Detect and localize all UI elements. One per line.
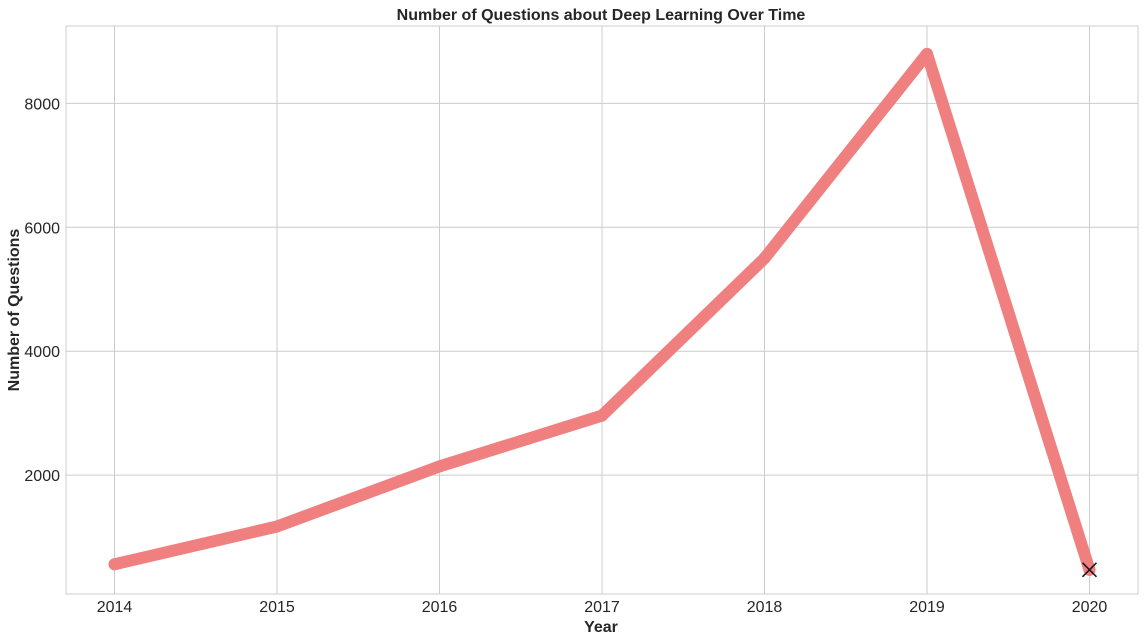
x-marker-stroke xyxy=(1081,562,1098,578)
y-tick-label: 8000 xyxy=(24,96,60,113)
data-point xyxy=(758,252,771,265)
chart-title: Number of Questions about Deep Learning … xyxy=(397,7,806,24)
data-point xyxy=(921,47,933,60)
y-tick-label: 4000 xyxy=(24,344,60,361)
data-point xyxy=(596,409,608,422)
x-tick-label: 2014 xyxy=(97,599,133,616)
y-tick-label: 6000 xyxy=(24,220,60,237)
y-axis-label: Number of Questions xyxy=(6,229,23,392)
data-point xyxy=(108,558,121,571)
x-tick-label: 2016 xyxy=(422,599,458,616)
x-tick-label: 2020 xyxy=(1072,599,1108,616)
x-tick-label: 2018 xyxy=(747,599,783,616)
x-axis: 2014 2015 2016 2017 2018 2019 2020 xyxy=(97,599,1108,616)
y-tick-label: 2000 xyxy=(24,468,60,485)
x-axis-label: Year xyxy=(584,619,618,636)
x-tick-label: 2015 xyxy=(259,599,295,616)
data-point xyxy=(271,520,283,533)
x-tick-label: 2019 xyxy=(909,599,945,616)
data-point xyxy=(433,460,446,473)
x-tick-label: 2017 xyxy=(584,599,620,616)
y-axis: 2000 4000 6000 8000 xyxy=(24,96,60,485)
last-point-x-marker xyxy=(1081,562,1098,578)
grid-lines xyxy=(66,26,1138,594)
series-markers xyxy=(1081,562,1098,578)
